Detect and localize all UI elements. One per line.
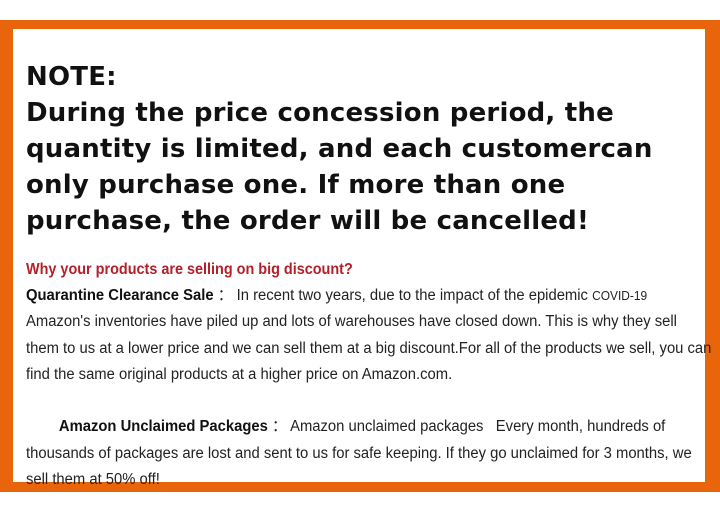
explanation-text: Quarantine Clearance Sale ： In recent tw…: [26, 283, 720, 520]
quarantine-text-2: Amazon's inventories have piled up and l…: [26, 313, 712, 383]
quarantine-label: Quarantine Clearance Sale: [26, 287, 214, 304]
covid-text: COVID-19: [592, 289, 648, 303]
quarantine-text: In recent two years, due to the impact o…: [236, 287, 593, 304]
unclaimed-text: Amazon unclaimed packages Every month, h…: [26, 418, 696, 489]
unclaimed-label: Amazon Unclaimed Packages: [58, 418, 268, 436]
unclaimed-paragraph: Amazon Unclaimed Packages ： Amazon uncla…: [26, 388, 695, 519]
note-text: During the price concession period, the …: [26, 98, 653, 236]
orange-frame: NOTE: During the price concession period…: [0, 20, 720, 492]
separator: ：: [213, 287, 237, 304]
quarantine-paragraph: Quarantine Clearance Sale ： In recent tw…: [26, 283, 714, 388]
content-panel: NOTE: During the price concession period…: [13, 29, 711, 488]
note-title: NOTE:: [26, 62, 117, 92]
separator: ：: [267, 418, 291, 436]
discount-heading: Why your products are selling on big dis…: [26, 261, 353, 278]
note-block: NOTE: During the price concession period…: [26, 59, 701, 239]
